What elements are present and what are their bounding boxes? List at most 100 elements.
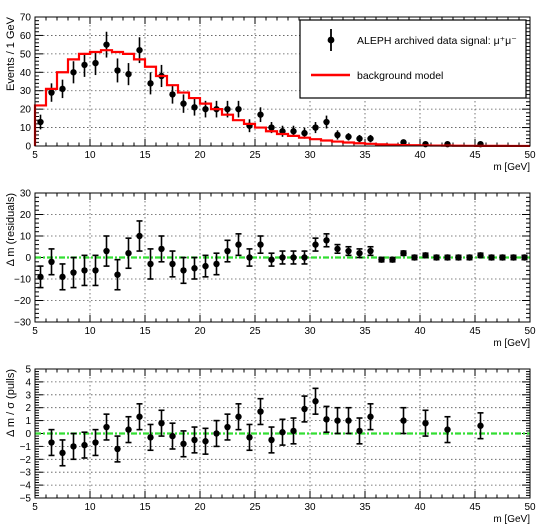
data-point: [356, 427, 363, 435]
data-point: [213, 260, 220, 268]
y-tick-label: −2: [20, 455, 32, 466]
y-tick-label: 0: [25, 429, 31, 440]
legend: ALEPH archived data signal: μ⁺μ⁻ backgrou…: [299, 19, 527, 99]
data-point: [279, 128, 286, 135]
data-point: [356, 250, 363, 257]
y-tick-label: 3: [25, 390, 31, 401]
data-point: [345, 417, 352, 424]
data-point: [290, 427, 297, 435]
data-point: [279, 254, 286, 261]
data-point: [224, 247, 231, 255]
y-tick-label: 0: [25, 142, 31, 153]
data-point: [81, 441, 88, 449]
x-tick-label: 20: [194, 150, 206, 161]
data-point: [202, 105, 209, 113]
data-point: [367, 247, 374, 255]
y-tick-label: 10: [20, 123, 32, 134]
data-point: [180, 100, 187, 107]
x-tick-label: 45: [469, 502, 481, 513]
x-tick-label: 40: [414, 150, 426, 161]
y-axis-title: Events / 1 GeV: [5, 16, 17, 91]
data-point: [147, 80, 154, 87]
x-tick-label: 15: [139, 150, 151, 161]
x-tick-label: 20: [194, 502, 206, 513]
x-tick-label: 15: [139, 502, 151, 513]
data-point: [169, 91, 176, 98]
data-point: [180, 267, 187, 274]
x-tick-label: 50: [524, 326, 536, 337]
data-point: [290, 128, 297, 135]
data-point: [224, 105, 231, 113]
data-point: [125, 250, 132, 257]
data-point: [312, 398, 319, 405]
data-point: [400, 417, 407, 424]
x-tick-label: 10: [84, 502, 96, 513]
x-tick-label: 35: [359, 502, 371, 513]
data-point: [191, 265, 198, 272]
data-point: [48, 258, 55, 265]
legend-point-marker: [327, 36, 335, 44]
x-axis-title: m [GeV]: [493, 162, 530, 173]
data-point: [444, 426, 451, 433]
x-tick-label: 30: [304, 326, 316, 337]
data-point: [444, 254, 451, 261]
data-point: [510, 254, 517, 261]
y-axis-title: Δ m / σ (pulls): [5, 369, 17, 437]
data-point: [92, 439, 99, 446]
data-point: [158, 245, 165, 253]
y-tick-label: 40: [20, 68, 32, 79]
x-tick-label: 30: [304, 150, 316, 161]
y-tick-label: 30: [20, 86, 32, 97]
data-point: [213, 430, 220, 437]
data-point: [92, 267, 99, 274]
data-point: [455, 254, 462, 261]
x-axis-title: m [GeV]: [493, 514, 530, 525]
data-point: [433, 254, 440, 261]
y-tick-label: −4: [20, 481, 32, 492]
data-point: [257, 111, 264, 118]
x-tick-label: 45: [469, 150, 481, 161]
x-tick-label: 40: [414, 326, 426, 337]
y-tick-label: 30: [20, 189, 32, 200]
y-tick-label: 0: [25, 253, 31, 264]
x-axis-title: m [GeV]: [493, 338, 530, 349]
x-tick-label: 20: [194, 326, 206, 337]
x-tick-label: 10: [84, 326, 96, 337]
x-tick-label: 35: [359, 326, 371, 337]
x-tick-label: 5: [32, 502, 38, 513]
x-tick-label: 30: [304, 502, 316, 513]
legend-box: [299, 19, 527, 99]
data-point: [136, 413, 143, 420]
data-point: [246, 254, 253, 261]
data-point: [103, 247, 110, 255]
data-point: [290, 254, 297, 261]
data-point: [257, 408, 264, 415]
data-point: [246, 434, 253, 441]
x-tick-label: 50: [524, 150, 536, 161]
data-point: [422, 252, 429, 259]
y-tick-label: 10: [20, 232, 32, 243]
data-point: [158, 419, 165, 427]
data-point: [499, 254, 506, 261]
data-point: [70, 443, 77, 450]
data-point: [411, 254, 418, 261]
data-point: [466, 254, 473, 261]
data-point: [136, 232, 143, 240]
data-point: [268, 124, 275, 131]
data-point: [334, 245, 341, 253]
data-point: [400, 250, 407, 257]
data-point: [323, 118, 330, 126]
data-point: [48, 439, 55, 446]
x-tick-label: 5: [32, 150, 38, 161]
data-point: [301, 405, 308, 413]
y-axis-title: Δ m (residuals): [5, 193, 17, 266]
data-point: [92, 59, 99, 67]
y-tick-label: 2: [25, 403, 31, 414]
data-point: [147, 260, 154, 268]
data-point: [103, 423, 110, 431]
x-tick-label: 45: [469, 326, 481, 337]
plot-frame: [34, 192, 531, 323]
data-point: [59, 273, 66, 281]
data-point: [114, 445, 121, 453]
